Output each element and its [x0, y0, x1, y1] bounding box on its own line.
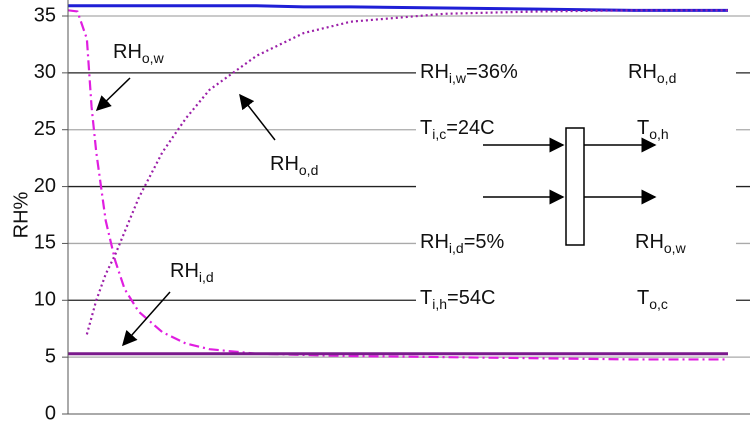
- annotation: RHi,w=36%: [420, 61, 518, 85]
- annotation-sub: o,h: [649, 126, 668, 142]
- annotation-sub: o,d: [657, 70, 676, 86]
- annotation: RHi,d=5%: [420, 231, 504, 255]
- annotation-text: RH: [113, 41, 142, 63]
- y-tick-label: 30: [34, 61, 56, 83]
- annotations: RHo,wRHo,dRHi,dRHi,w=36%Ti,c=24CRHi,d=5%…: [113, 41, 687, 311]
- series-line: [68, 9, 728, 361]
- annotation: RHi,d: [170, 260, 214, 284]
- annotation: To,c: [637, 287, 668, 311]
- annotation: RHo,d: [270, 153, 318, 177]
- y-tick-label: 20: [34, 175, 56, 197]
- annotation-sub: o,w: [142, 50, 165, 66]
- annotation-sub: i,c: [432, 126, 446, 142]
- annotation-sub: o,d: [299, 162, 318, 178]
- annotation: Ti,h=54C: [420, 287, 495, 311]
- annotation: RHo,d: [628, 61, 676, 85]
- series-line: [85, 9, 728, 335]
- annotation-text: RH: [628, 61, 657, 83]
- y-tick-label: 15: [34, 232, 56, 254]
- annotation-suffix: =36%: [466, 61, 518, 83]
- series-line: [68, 4, 728, 12]
- annotation-text: T: [637, 287, 649, 309]
- annotation-text: RH: [270, 153, 299, 175]
- annotation-sub: i,d: [199, 269, 214, 285]
- annotation-sub: i,w: [449, 70, 467, 86]
- y-tick-label: 5: [45, 345, 56, 367]
- y-tick-label: 35: [34, 4, 56, 26]
- pointer-arrows: [95, 77, 276, 347]
- annotation-sub: o,w: [664, 240, 687, 256]
- annotation-text: RH: [635, 231, 664, 253]
- annotation-suffix: =5%: [464, 231, 505, 253]
- plot-area: [68, 4, 728, 361]
- annotation-text: T: [420, 117, 432, 139]
- y-tick-label: 0: [45, 402, 56, 424]
- annotation-text: T: [637, 117, 649, 139]
- annotation-text: RH: [420, 61, 449, 83]
- y-axis-label: RH%: [10, 191, 32, 238]
- annotation-text: T: [420, 287, 432, 309]
- annotation-sub: i,h: [432, 296, 447, 312]
- y-tick-label: 25: [34, 118, 56, 140]
- annotation: To,h: [637, 117, 669, 141]
- annotation: RHo,w: [635, 231, 687, 255]
- annotation-suffix: =54C: [447, 287, 495, 309]
- y-tick-label: 10: [34, 289, 56, 311]
- annotation-suffix: =24C: [446, 117, 494, 139]
- annotation-text: RH: [170, 260, 199, 282]
- schematic: [483, 127, 657, 246]
- annotation-text: RH: [420, 231, 449, 253]
- annotation: Ti,c=24C: [420, 117, 495, 141]
- annotation-sub: o,c: [649, 296, 668, 312]
- annotation-sub: i,d: [449, 240, 464, 256]
- annotation: RHo,w: [113, 41, 165, 65]
